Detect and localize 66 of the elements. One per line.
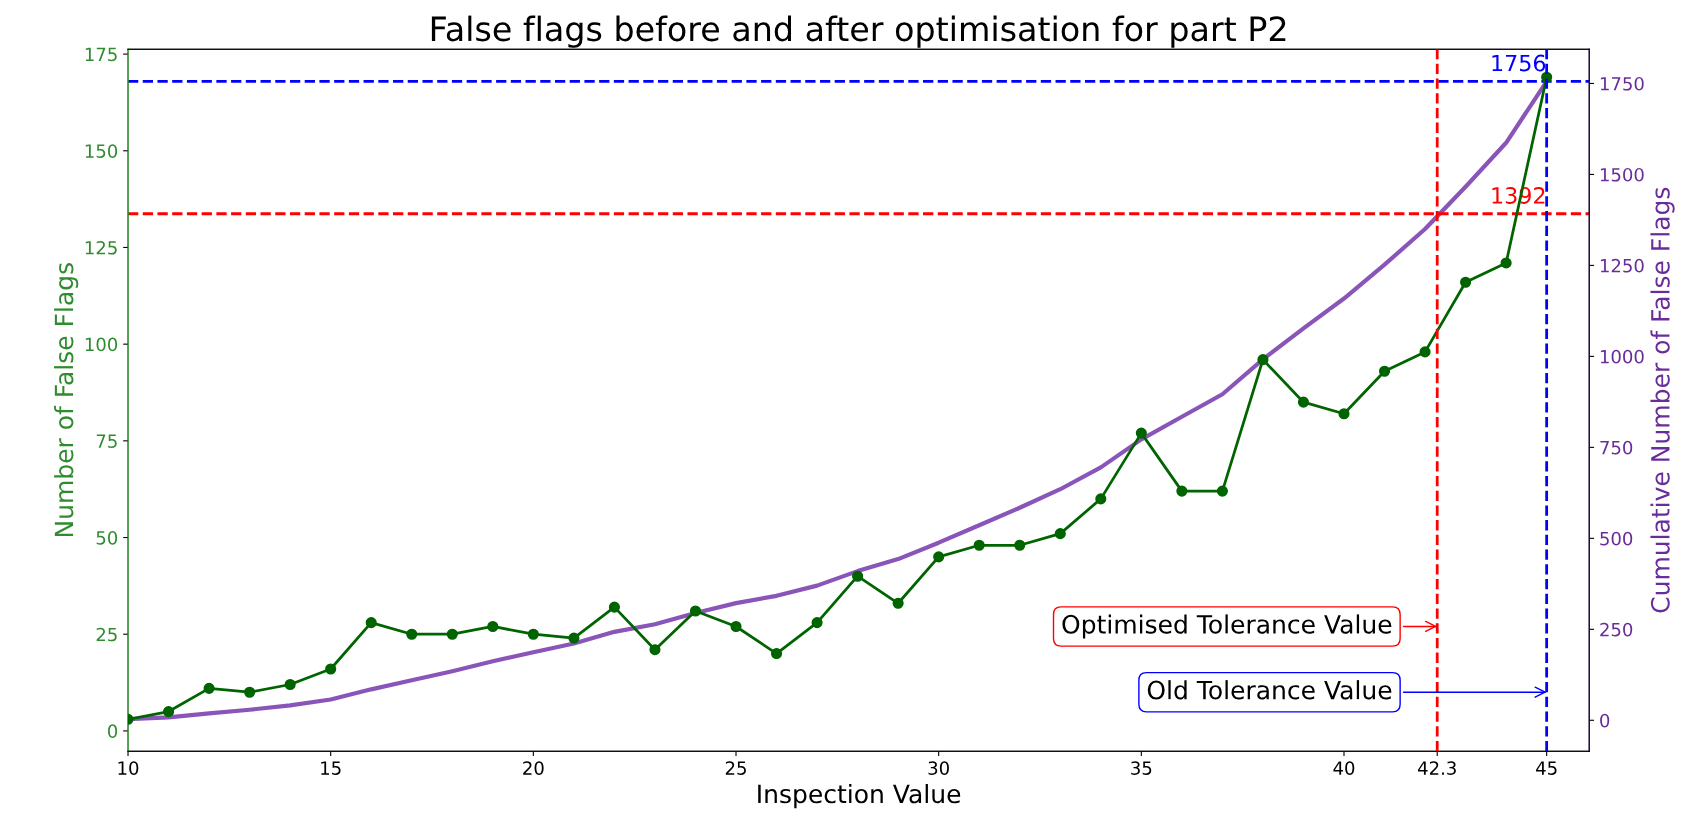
annotation: Optimised Tolerance Value xyxy=(1062,614,1392,639)
point xyxy=(1297,396,1310,408)
point xyxy=(1500,257,1512,269)
y2-axis-title: Cumulative Number of False Flags xyxy=(1650,187,1675,613)
point xyxy=(1460,276,1472,288)
y-tick-label: 75 xyxy=(96,434,117,448)
x-tick-label: 30 xyxy=(928,761,949,775)
x-tick-label: 35 xyxy=(1131,761,1152,775)
y2-tick-label: 750 xyxy=(1600,440,1633,455)
x-tick-label: 40 xyxy=(1333,761,1355,775)
point xyxy=(487,620,499,633)
point xyxy=(730,620,742,633)
point xyxy=(203,682,215,694)
point xyxy=(1135,427,1147,439)
y2-tick-label: 1250 xyxy=(1600,258,1644,273)
point xyxy=(811,617,823,629)
y2-tick-label: 1500 xyxy=(1600,167,1644,182)
point xyxy=(1257,354,1269,366)
point xyxy=(446,628,458,640)
point xyxy=(1338,408,1350,420)
point xyxy=(973,539,985,551)
point xyxy=(527,628,539,640)
y-tick-label: 50 xyxy=(96,530,118,545)
y2-tick-label: 250 xyxy=(1600,622,1633,637)
y2-tick-label: 1750 xyxy=(1600,76,1644,91)
annotation: Old Tolerance Value xyxy=(1147,680,1392,700)
x-tick-label: 45 xyxy=(1536,761,1557,775)
y2-tick-label: 1000 xyxy=(1600,349,1644,364)
x-tick-label: 42.3 xyxy=(1418,761,1456,775)
point xyxy=(284,678,296,691)
x-tick-label: 20 xyxy=(523,761,544,775)
point xyxy=(852,570,864,582)
chart-title: False flags before and after optimisation for part P2 xyxy=(431,15,1286,48)
point xyxy=(1095,493,1107,505)
y-tick-label: 25 xyxy=(96,627,117,642)
point xyxy=(608,601,620,613)
point xyxy=(365,617,377,629)
point xyxy=(244,686,256,698)
y-axis-title: Number of False Flags xyxy=(54,263,79,537)
x-tick-label: 15 xyxy=(321,761,341,775)
x-axis-title: Inspection Value xyxy=(758,783,961,809)
point xyxy=(325,663,337,675)
y-tick-label: 150 xyxy=(85,144,118,158)
point xyxy=(933,551,945,563)
y-tick-label: 125 xyxy=(85,240,117,255)
point xyxy=(770,648,783,660)
y-tick-label: 0 xyxy=(108,724,118,739)
x-tick-label: 25 xyxy=(725,761,746,775)
point xyxy=(892,597,904,609)
point xyxy=(568,632,580,644)
point xyxy=(1054,528,1066,540)
point xyxy=(163,706,175,718)
point xyxy=(406,628,418,640)
y2-tick-label: 500 xyxy=(1600,531,1633,546)
x-tick-label: 10 xyxy=(118,761,139,775)
ref-line-label: 1756 xyxy=(1492,54,1546,72)
y-tick-label: 175 xyxy=(85,47,117,62)
point xyxy=(1378,365,1391,377)
point xyxy=(1176,485,1188,497)
point xyxy=(1014,539,1026,551)
point xyxy=(689,605,702,617)
point xyxy=(1419,346,1431,358)
y2-tick-label: 0 xyxy=(1600,713,1610,728)
point xyxy=(649,644,661,656)
y-tick-label: 100 xyxy=(85,337,118,352)
point xyxy=(1216,485,1228,497)
